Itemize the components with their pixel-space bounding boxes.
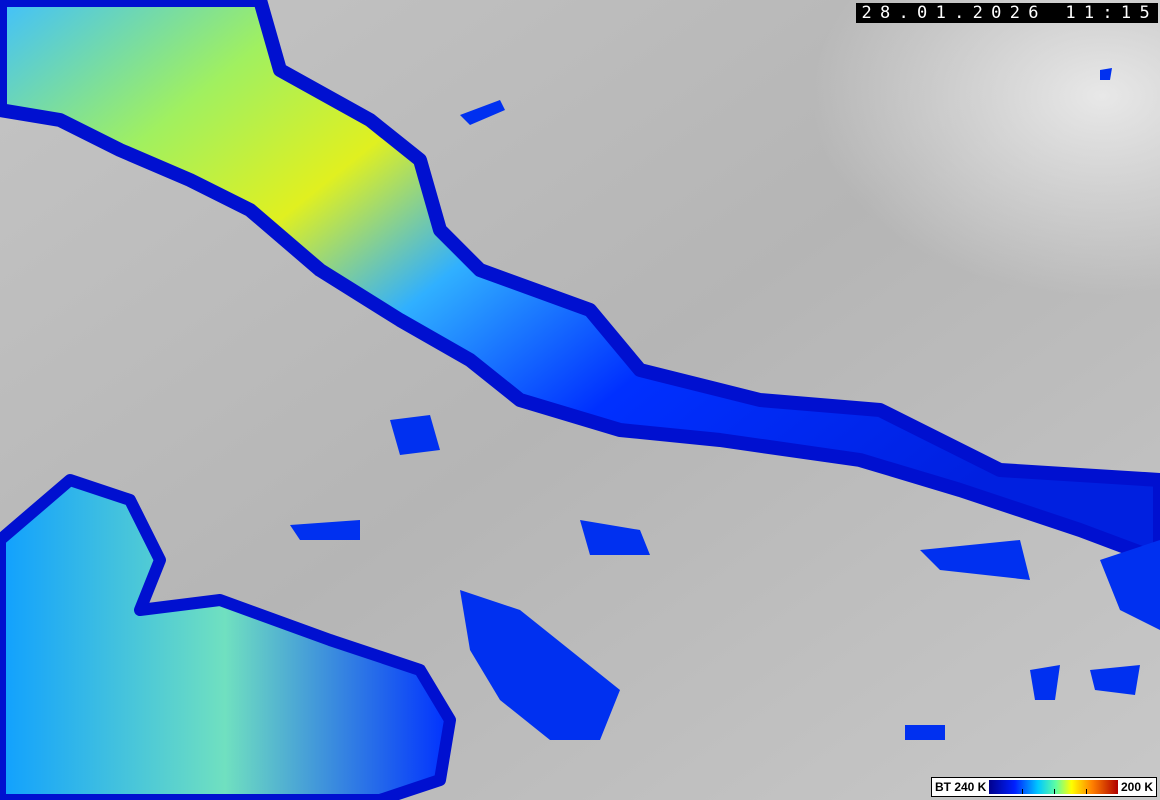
cloud-patch bbox=[390, 415, 440, 455]
cloud-patch bbox=[1090, 665, 1140, 695]
cloud-patch bbox=[1100, 68, 1112, 80]
cloud-patch bbox=[1100, 540, 1160, 630]
legend-tick bbox=[1053, 789, 1055, 794]
legend-tick bbox=[1021, 789, 1023, 794]
cloud-patch bbox=[290, 520, 360, 540]
cloud-patch bbox=[920, 540, 1030, 580]
cloud-patch bbox=[460, 590, 620, 740]
cloud-band-main bbox=[0, 0, 1160, 567]
cloud-band-south bbox=[0, 474, 456, 800]
cloud-patch bbox=[460, 100, 505, 125]
color-scale-bar bbox=[989, 780, 1118, 794]
color-scale-legend: BT 240 K 200 K bbox=[931, 777, 1157, 797]
legend-max-label: 200 K bbox=[1120, 780, 1153, 794]
legend-tick bbox=[1085, 789, 1087, 794]
cloud-patch bbox=[580, 520, 650, 555]
cloud-patch bbox=[1030, 665, 1060, 700]
timestamp: 28.01.2026 11:15 bbox=[856, 3, 1158, 23]
cloud-patch bbox=[905, 725, 945, 740]
legend-min-label: BT 240 K bbox=[935, 780, 987, 794]
